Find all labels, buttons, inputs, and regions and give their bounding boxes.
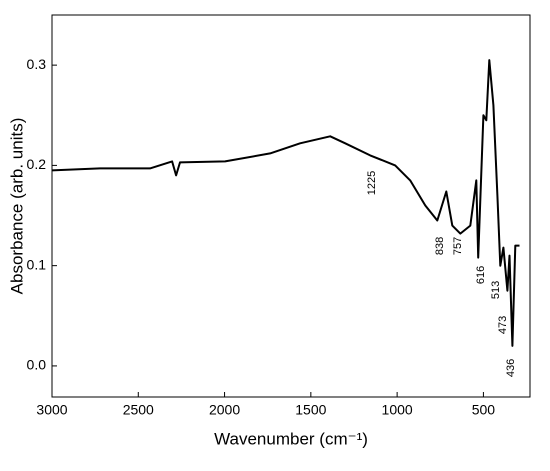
x-tick-label: 2500 — [123, 402, 154, 418]
peak-annotation: 616 — [475, 266, 487, 284]
x-tick-label: 500 — [472, 402, 496, 418]
x-tick-label: 1500 — [295, 402, 326, 418]
spectrum-line — [51, 59, 520, 347]
peak-annotation: 1225 — [366, 171, 378, 195]
peak-annotation: 757 — [452, 237, 464, 255]
y-tick-label: 0.0 — [27, 357, 47, 373]
peak-annotation: 473 — [497, 316, 509, 334]
x-axis-label: Wavenumber (cm⁻¹) — [214, 429, 368, 448]
plot-frame — [51, 14, 531, 398]
peak-annotation: 513 — [490, 281, 502, 299]
x-tick-label: 1000 — [382, 402, 413, 418]
peak-annotation: 436 — [505, 359, 517, 377]
peak-annotation: 838 — [434, 237, 446, 255]
y-tick-label: 0.1 — [27, 256, 47, 272]
x-tick-label: 2000 — [209, 402, 240, 418]
y-axis-label: Absorbance (arb. units) — [7, 118, 26, 295]
x-tick-label: 3000 — [36, 402, 67, 418]
y-tick-label: 0.2 — [27, 156, 47, 172]
y-tick-label: 0.3 — [27, 56, 47, 72]
